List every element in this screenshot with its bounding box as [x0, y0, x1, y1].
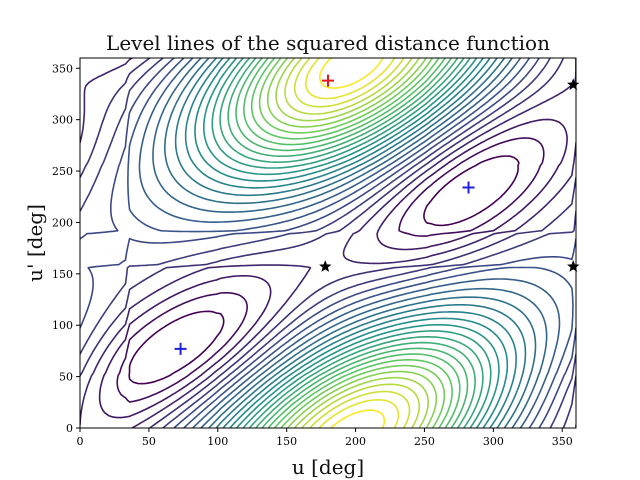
y-tick-label: 100: [52, 319, 73, 332]
maximum-marker: [322, 74, 334, 87]
y-axis-ticks: 0 50 100 150 200 250 300 350: [52, 62, 80, 435]
minimum-marker: [462, 181, 475, 194]
contour-level-line: [319, 58, 386, 428]
x-tick-label: 350: [552, 435, 573, 448]
contour-level-line: [243, 58, 461, 428]
contour-level-line: [164, 58, 537, 428]
x-axis-ticks: 0 50 100 150 200 250 300 350: [77, 428, 573, 448]
contour-level-line: [80, 58, 576, 428]
contour-level-line: [266, 58, 438, 428]
saddle-point-marker: [567, 260, 580, 272]
minimum-marker: [174, 342, 187, 355]
contour-level-line: [219, 58, 484, 428]
contour-level-line: [293, 58, 411, 428]
x-tick-label: 100: [207, 435, 228, 448]
contour-level-line: [227, 58, 476, 428]
contour-level-line: [250, 58, 453, 428]
x-tick-label: 250: [414, 435, 435, 448]
saddle-point-marker: [319, 260, 332, 272]
plot-frame: [79, 57, 577, 429]
contour-level-line: [127, 58, 574, 428]
chart-title: Level lines of the squared distance func…: [106, 31, 550, 55]
contour-level-line: [128, 155, 520, 385]
contour-level-line: [184, 58, 517, 428]
saddle-point-marker: [567, 78, 580, 90]
contour-level-line: [235, 58, 469, 428]
contour-level-line: [152, 58, 548, 428]
y-tick-label: 250: [52, 165, 73, 178]
y-axis-label: u' [deg]: [23, 204, 47, 282]
contour-level-line: [284, 58, 421, 428]
contour-level-line: [211, 58, 492, 428]
contour-level-line: [138, 58, 561, 428]
x-tick-label: 0: [77, 435, 84, 448]
x-tick-label: 50: [142, 435, 156, 448]
contour-level-line: [98, 118, 568, 419]
y-tick-label: 150: [52, 268, 73, 281]
y-tick-label: 50: [59, 371, 73, 384]
y-tick-label: 300: [52, 114, 73, 127]
x-tick-label: 300: [483, 435, 504, 448]
y-tick-label: 0: [66, 422, 73, 435]
critical-point-markers: [174, 74, 580, 355]
y-tick-label: 350: [52, 62, 73, 75]
y-tick-label: 200: [52, 216, 73, 229]
x-axis-label: u [deg]: [292, 455, 364, 479]
contour-level-line: [116, 137, 545, 403]
contour-level-line: [194, 58, 509, 428]
x-tick-label: 150: [276, 435, 297, 448]
contour-level-line: [258, 58, 446, 428]
x-tick-label: 200: [345, 435, 366, 448]
contour-lines: [80, 58, 576, 428]
